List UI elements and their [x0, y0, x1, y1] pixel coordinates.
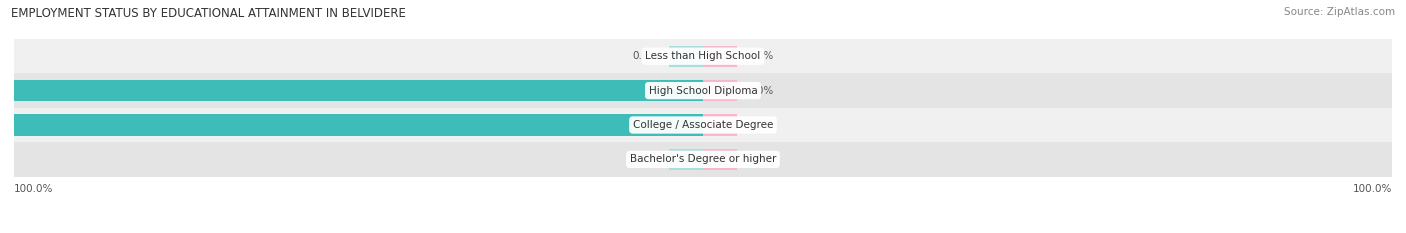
Text: College / Associate Degree: College / Associate Degree: [633, 120, 773, 130]
Bar: [669, 45, 703, 67]
Bar: [14, 73, 1392, 108]
Bar: [703, 149, 738, 170]
Text: Bachelor's Degree or higher: Bachelor's Degree or higher: [630, 154, 776, 164]
Bar: [703, 45, 738, 67]
Bar: [14, 142, 1392, 177]
Text: 0.0%: 0.0%: [748, 86, 775, 96]
Bar: [14, 114, 703, 136]
Legend: In Labor Force, Unemployed: In Labor Force, Unemployed: [602, 232, 804, 233]
Bar: [703, 114, 738, 136]
Text: Source: ZipAtlas.com: Source: ZipAtlas.com: [1284, 7, 1395, 17]
Text: High School Diploma: High School Diploma: [648, 86, 758, 96]
Bar: [669, 149, 703, 170]
Bar: [14, 39, 1392, 73]
Text: 0.0%: 0.0%: [631, 154, 658, 164]
Bar: [14, 80, 703, 101]
Text: Less than High School: Less than High School: [645, 51, 761, 61]
Text: 0.0%: 0.0%: [748, 120, 775, 130]
Text: 0.0%: 0.0%: [748, 154, 775, 164]
Text: 0.0%: 0.0%: [748, 51, 775, 61]
Text: EMPLOYMENT STATUS BY EDUCATIONAL ATTAINMENT IN BELVIDERE: EMPLOYMENT STATUS BY EDUCATIONAL ATTAINM…: [11, 7, 406, 20]
Text: 100.0%: 100.0%: [0, 120, 4, 130]
Text: 100.0%: 100.0%: [1353, 184, 1392, 194]
Text: 0.0%: 0.0%: [631, 51, 658, 61]
Text: 100.0%: 100.0%: [14, 184, 53, 194]
Bar: [703, 80, 738, 101]
Bar: [14, 108, 1392, 142]
Text: 100.0%: 100.0%: [0, 86, 4, 96]
